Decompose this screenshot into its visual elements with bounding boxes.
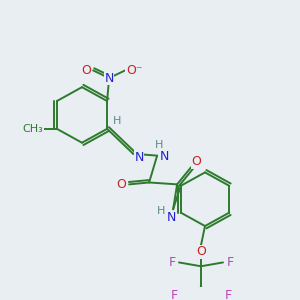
Text: O: O bbox=[191, 155, 201, 168]
Text: F: F bbox=[224, 289, 232, 300]
Text: F: F bbox=[168, 256, 175, 269]
Text: CH₃: CH₃ bbox=[22, 124, 43, 134]
Text: N: N bbox=[167, 212, 176, 224]
Text: N: N bbox=[104, 72, 114, 85]
Text: O⁻: O⁻ bbox=[126, 64, 142, 77]
Text: O: O bbox=[116, 178, 126, 191]
Text: O: O bbox=[196, 245, 206, 258]
Text: H: H bbox=[155, 140, 163, 150]
Text: F: F bbox=[170, 289, 178, 300]
Text: H: H bbox=[157, 206, 165, 216]
Text: N: N bbox=[159, 150, 169, 163]
Text: H: H bbox=[113, 116, 121, 126]
Text: O: O bbox=[81, 64, 91, 77]
Text: N: N bbox=[134, 151, 144, 164]
Text: F: F bbox=[226, 256, 234, 269]
